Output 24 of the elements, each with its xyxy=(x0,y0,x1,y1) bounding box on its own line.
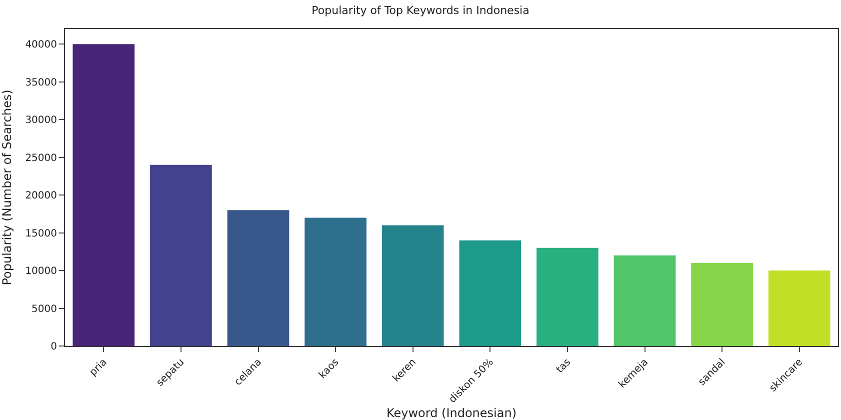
y-tick-label: 30000 xyxy=(25,115,57,126)
bar xyxy=(382,225,444,346)
x-axis-title: Keyword (Indonesian) xyxy=(386,406,517,420)
bar xyxy=(536,248,598,346)
y-tick-label: 5000 xyxy=(32,304,57,315)
bar xyxy=(459,240,522,346)
bar xyxy=(227,210,290,346)
y-tick-label: 40000 xyxy=(25,40,57,51)
bar xyxy=(691,262,753,346)
y-tick-label: 25000 xyxy=(25,152,57,164)
bar xyxy=(150,164,212,346)
y-tick-label: 20000 xyxy=(25,190,57,202)
y-axis-title: Popularity (Number of Searches) xyxy=(0,90,14,286)
bar xyxy=(72,44,135,346)
bar xyxy=(614,255,676,346)
chart-title: Popularity of Top Keywords in Indonesia xyxy=(312,4,530,17)
y-tick-label: 15000 xyxy=(25,228,57,240)
bar xyxy=(768,270,830,346)
x-tick-label: pria xyxy=(88,356,110,378)
y-tick-label: 0 xyxy=(50,342,57,352)
bar xyxy=(304,218,366,346)
x-tick-label: tas xyxy=(554,356,574,376)
y-tick-label: 35000 xyxy=(25,77,57,88)
y-tick-label: 10000 xyxy=(25,266,57,278)
